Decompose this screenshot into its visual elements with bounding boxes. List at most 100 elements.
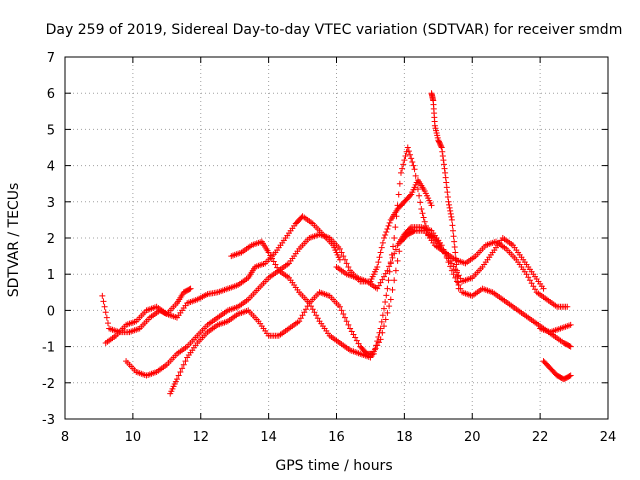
data-point — [532, 286, 539, 293]
data-point — [345, 263, 352, 270]
data-point — [383, 228, 390, 235]
data-point — [448, 213, 455, 220]
data-point — [348, 328, 355, 335]
data-point — [385, 222, 392, 229]
data-point — [452, 249, 459, 256]
data-point — [101, 303, 108, 310]
data-point — [447, 207, 454, 214]
data-point — [377, 249, 384, 256]
data-point — [379, 276, 386, 283]
series-track-f — [333, 224, 574, 350]
data-point — [355, 340, 362, 347]
data-point — [381, 305, 388, 312]
data-point — [336, 303, 343, 310]
data-point — [452, 255, 459, 262]
series-track-c — [123, 177, 435, 379]
data-point — [421, 218, 428, 225]
data-point — [386, 303, 393, 310]
data-point — [367, 354, 374, 361]
data-point — [301, 309, 308, 316]
data-point — [449, 222, 456, 229]
data-point — [374, 263, 381, 270]
data-point — [313, 312, 320, 319]
data-point — [352, 334, 359, 341]
data-point — [187, 285, 194, 292]
series-track-h — [540, 358, 574, 383]
x-tick-label: 8 — [61, 430, 69, 445]
data-point — [397, 169, 404, 176]
data-point — [379, 239, 386, 246]
data-point — [540, 285, 547, 292]
data-point — [381, 273, 388, 280]
data-point — [383, 292, 390, 299]
y-tick-label: -1 — [42, 341, 55, 356]
data-point — [175, 372, 182, 379]
data-point — [404, 144, 411, 151]
y-tick-label: 2 — [47, 232, 55, 247]
data-point — [340, 311, 347, 318]
data-point — [566, 342, 573, 349]
data-point — [379, 312, 386, 319]
data-point — [391, 250, 398, 257]
data-point — [314, 315, 321, 322]
data-point — [297, 315, 304, 322]
data-point — [451, 244, 458, 251]
data-point — [267, 252, 274, 259]
data-point — [308, 303, 315, 310]
data-point — [374, 342, 381, 349]
data-point — [567, 343, 574, 350]
data-point — [340, 253, 347, 260]
data-point — [186, 286, 193, 293]
data-point — [399, 165, 406, 172]
data-point — [526, 277, 533, 284]
data-point — [379, 329, 386, 336]
x-tick-label: 10 — [125, 430, 142, 445]
data-point — [567, 372, 574, 379]
data-point — [338, 307, 345, 314]
data-point — [378, 318, 385, 325]
data-point — [439, 148, 446, 155]
data-point — [345, 321, 352, 328]
data-point — [381, 323, 388, 330]
data-point — [173, 376, 180, 383]
data-point — [341, 314, 348, 321]
data-point — [374, 285, 381, 292]
data-point — [530, 283, 537, 290]
data-point — [302, 306, 309, 313]
data-point — [440, 157, 447, 164]
data-point — [455, 285, 462, 292]
x-tick-label: 20 — [464, 430, 481, 445]
data-point — [416, 192, 423, 199]
data-point — [180, 361, 187, 368]
x-tick-label: 12 — [192, 430, 209, 445]
series-track-d — [167, 144, 547, 397]
data-point — [274, 264, 281, 271]
data-point — [414, 186, 421, 193]
data-point — [445, 259, 452, 266]
data-point — [299, 312, 306, 319]
data-point — [443, 184, 450, 191]
data-point — [377, 279, 384, 286]
data-point — [350, 331, 357, 338]
data-point — [440, 161, 447, 168]
data-point — [443, 254, 450, 261]
data-point — [407, 192, 414, 199]
data-point — [381, 235, 388, 241]
data-point — [450, 227, 457, 234]
data-point — [528, 280, 535, 287]
data-point — [564, 303, 571, 310]
data-point — [384, 225, 391, 232]
series-track-g — [428, 90, 462, 292]
data-point — [390, 243, 397, 250]
data-point — [411, 166, 418, 173]
data-point — [384, 267, 391, 274]
data-point — [455, 272, 462, 279]
data-point — [393, 213, 400, 220]
data-point — [343, 260, 350, 267]
data-point — [384, 309, 391, 316]
data-point — [417, 199, 424, 206]
data-point — [567, 321, 574, 328]
data-point — [376, 254, 383, 261]
data-point — [387, 296, 394, 303]
